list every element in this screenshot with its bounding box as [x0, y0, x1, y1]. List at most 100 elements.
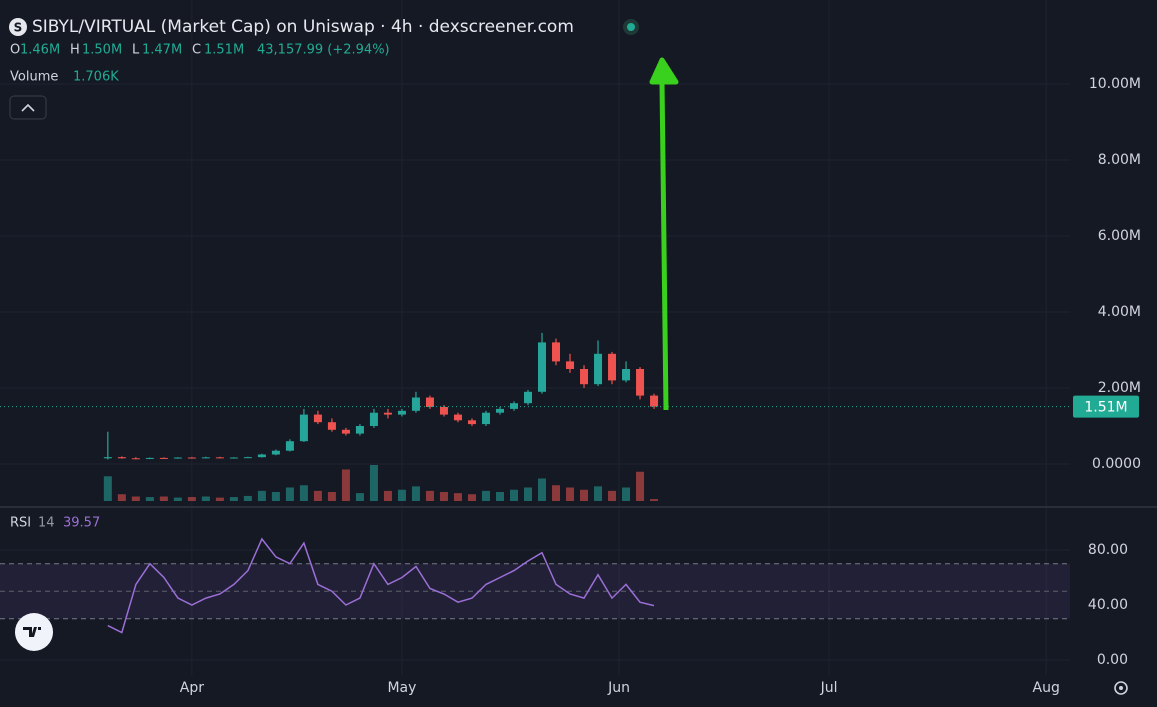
- volume-bar: [299, 485, 308, 501]
- candle-body: [285, 441, 294, 451]
- rsi-line: [107, 537, 655, 634]
- candle-body: [131, 458, 140, 460]
- volume-bar: [229, 497, 238, 501]
- volume-bar: [552, 485, 561, 501]
- rsi-name: RSI: [10, 516, 31, 531]
- candle-body: [481, 412, 490, 425]
- volume-bar: [481, 490, 490, 501]
- candle-body: [580, 369, 589, 385]
- candle-body: [495, 408, 504, 413]
- volume-bar: [580, 489, 589, 501]
- candle-body: [453, 414, 462, 421]
- volume-bar: [145, 497, 154, 501]
- y-tick-label: 2.00M: [1098, 380, 1141, 396]
- candle-body: [467, 420, 476, 425]
- volume-bar: [327, 492, 336, 501]
- symbol-icon: [9, 18, 27, 36]
- close-key: C: [192, 43, 201, 58]
- candle-body: [229, 457, 238, 459]
- volume-bar: [187, 497, 196, 501]
- candle-body: [299, 414, 308, 442]
- volume-bar: [566, 487, 575, 501]
- rsi-tick-label: 40.00: [1088, 597, 1128, 613]
- volume-bar: [453, 493, 462, 501]
- open-key: O: [10, 43, 20, 58]
- candle-body: [187, 457, 196, 459]
- ohlc-legend: O 1.46M H 1.50M L 1.47M C 1.51M 43,157.9…: [10, 43, 390, 58]
- collapse-icon: [21, 103, 35, 112]
- high-value: 1.50M: [82, 43, 122, 58]
- y-tick-label: 10.00M: [1089, 76, 1141, 92]
- volume-bar: [425, 490, 434, 501]
- collapse-button[interactable]: [9, 95, 47, 120]
- candle-body: [173, 457, 182, 459]
- candle-body: [552, 342, 561, 362]
- x-tick-label: Aug: [1033, 680, 1060, 696]
- last-price-tag: [1073, 395, 1139, 418]
- last-price-label: 1.51M: [1084, 400, 1127, 416]
- candle-body: [650, 395, 659, 407]
- x-tick-label: Jul: [820, 680, 838, 696]
- volume-bar: [523, 487, 532, 501]
- candle-body: [397, 410, 406, 415]
- open-value: 1.46M: [20, 43, 60, 58]
- volume-bar: [201, 496, 210, 501]
- rsi-tick-label: 0.00: [1097, 652, 1128, 668]
- volume-bar: [397, 489, 406, 501]
- candle-body: [257, 454, 266, 458]
- volume-bar: [439, 492, 448, 501]
- candle-body: [243, 457, 252, 459]
- volume-bar: [509, 489, 518, 501]
- volume-bar: [285, 487, 294, 501]
- candle-body: [201, 457, 210, 459]
- candle-body: [327, 422, 336, 430]
- volume-bar: [650, 499, 659, 501]
- status-dot: [627, 23, 635, 31]
- volume-bar: [538, 478, 547, 501]
- x-tick-label: Apr: [180, 680, 204, 696]
- change: 43,157.99 (+2.94%): [257, 43, 390, 58]
- candle-body: [425, 397, 434, 407]
- candle-body: [103, 457, 112, 459]
- volume-bar: [215, 497, 224, 501]
- x-tick-label: May: [387, 680, 416, 696]
- candle-body: [145, 457, 154, 459]
- candle-body: [117, 457, 126, 459]
- volume-bar: [243, 495, 252, 501]
- y-tick-label: 4.00M: [1098, 304, 1141, 320]
- candle-body: [523, 391, 532, 404]
- volume-bar: [495, 492, 504, 501]
- y-tick-label: 0.0000: [1092, 456, 1141, 472]
- candle-body: [271, 450, 280, 455]
- volume-bar: [622, 487, 631, 501]
- candle-body: [594, 353, 603, 385]
- candle-body: [355, 426, 364, 434]
- candle-body: [369, 412, 378, 426]
- volume-bar: [594, 486, 603, 501]
- volume-bar: [131, 496, 140, 501]
- settings-icon[interactable]: [1114, 681, 1128, 695]
- candle-body: [159, 457, 168, 459]
- annotation-arrow: [649, 57, 679, 411]
- rsi-tick-label: 80.00: [1088, 542, 1128, 558]
- volume-bar: [313, 490, 322, 501]
- candle-body: [608, 353, 617, 381]
- close-value: 1.51M: [204, 43, 244, 58]
- volume-bar: [636, 471, 645, 501]
- volume-bar: [173, 497, 182, 501]
- volume-bar: [103, 476, 112, 501]
- volume-bar: [159, 496, 168, 501]
- candle-body: [566, 361, 575, 369]
- tv-logo-mark: [23, 627, 41, 637]
- x-tick-label: Jun: [607, 680, 630, 696]
- low-key: L: [132, 43, 140, 58]
- candle-body: [622, 369, 631, 381]
- rsi-value: 39.57: [63, 516, 100, 531]
- candle-body: [636, 369, 645, 396]
- volume-value: 1.706K: [73, 70, 119, 85]
- volume-bar: [117, 494, 126, 501]
- volume-bar: [257, 490, 266, 501]
- volume-title: Volume: [10, 70, 58, 85]
